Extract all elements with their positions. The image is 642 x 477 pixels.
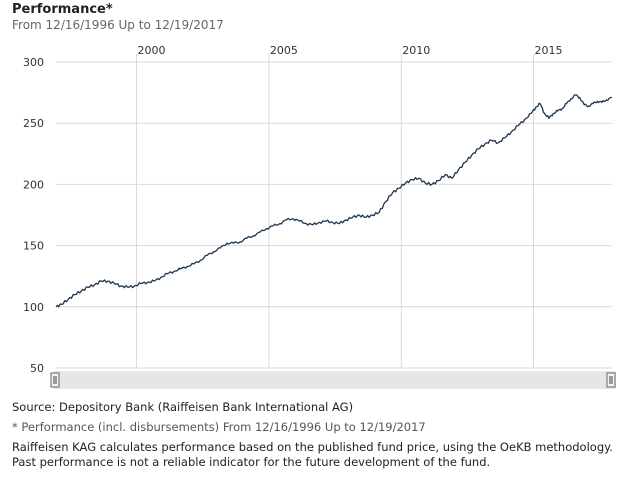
navigator[interactable] — [50, 371, 616, 389]
x-tick-label: 2015 — [535, 44, 563, 57]
y-tick-label: 300 — [23, 56, 44, 69]
y-tick-label: 150 — [23, 240, 44, 253]
footnote-text: Performance (incl. disbursements) From 1… — [21, 420, 426, 434]
source-note: Source: Depository Bank (Raiffeisen Bank… — [12, 400, 354, 414]
disclaimer: Raiffeisen KAG calculates performance ba… — [12, 440, 613, 469]
footnote: * Performance (incl. disbursements) From… — [12, 420, 426, 435]
x-tick-label: 2005 — [270, 44, 298, 57]
x-tick-label: 2000 — [138, 44, 166, 57]
y-tick-label: 50 — [30, 362, 44, 375]
navigator-track[interactable] — [54, 371, 616, 389]
series-line-performance — [55, 94, 612, 308]
y-tick-label: 250 — [23, 117, 44, 130]
navigator-right-handle[interactable] — [606, 372, 616, 388]
plot-area — [56, 62, 612, 368]
x-axis-ticks: 2000 2005 2010 2015 — [138, 44, 563, 57]
chart-subtitle: From 12/16/1996 Up to 12/19/2017 — [12, 18, 224, 32]
navigator-left-handle[interactable] — [50, 372, 60, 388]
performance-chart: 50 100 150 200 250 300 2000 2005 2010 2015 — [23, 44, 616, 389]
chart-title: Performance* — [12, 2, 113, 17]
x-tick-label: 2010 — [402, 44, 430, 57]
footnote-marker: * — [12, 420, 18, 434]
grid-lines — [56, 54, 612, 369]
y-axis-ticks: 50 100 150 200 250 300 — [23, 56, 44, 375]
y-tick-label: 200 — [23, 178, 44, 191]
y-tick-label: 100 — [23, 301, 44, 314]
